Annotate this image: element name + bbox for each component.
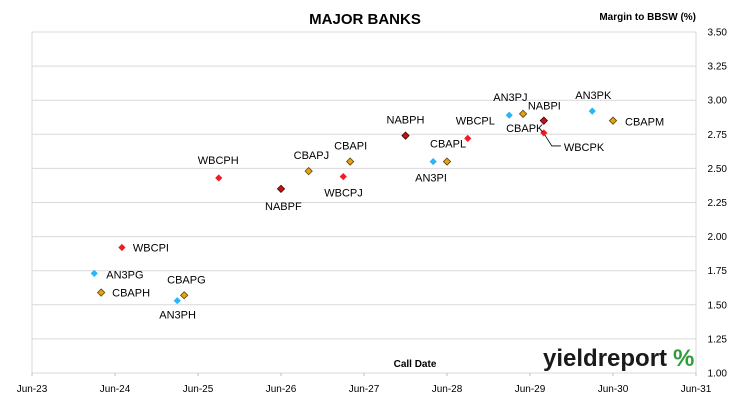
point-wbcpj bbox=[339, 172, 347, 181]
x-axis-ticks: Jun-23 Jun-24 Jun-25 Jun-26 Jun-27 Jun-28 Jun-… bbox=[17, 373, 712, 395]
point-an3pj bbox=[505, 111, 513, 119]
x-axis-label: Call Date bbox=[394, 359, 437, 370]
chart-title: MAJOR BANKS bbox=[309, 11, 421, 28]
data-points bbox=[90, 107, 618, 305]
point-label-cbaph: CBAPH bbox=[112, 288, 150, 300]
point-label-cbapj: CBAPJ bbox=[294, 150, 329, 162]
y-tick-label: 3.50 bbox=[708, 28, 728, 39]
y-axis-ticks: 1.00 1.25 1.50 1.75 2.00 2.25 2.50 2.75 3.00 3.25… bbox=[708, 28, 728, 380]
x-tick-label: Jun-31 bbox=[681, 384, 712, 395]
point-cbapm bbox=[608, 116, 618, 125]
point-cbapi bbox=[346, 157, 355, 166]
point-label-wbcph: WBCPH bbox=[198, 155, 239, 167]
point-wbcph bbox=[215, 174, 223, 182]
point-cbapg bbox=[180, 291, 189, 300]
point-label-cbapm: CBAPM bbox=[625, 117, 664, 129]
point-label-wbcpl: WBCPL bbox=[456, 115, 495, 127]
point-label-wbcpi: WBCPI bbox=[133, 243, 169, 255]
y-tick-label: 2.25 bbox=[708, 198, 728, 209]
x-tick-label: Jun-30 bbox=[598, 384, 629, 395]
logo-wordmark: yieldreport bbox=[543, 345, 667, 372]
yieldreport-logo: yieldreport % bbox=[543, 345, 694, 372]
x-tick-label: Jun-25 bbox=[183, 384, 214, 395]
point-an3pg bbox=[90, 269, 98, 278]
y-tick-label: 2.50 bbox=[708, 164, 728, 175]
point-an3pi bbox=[429, 157, 437, 166]
point-label-nabph: NABPH bbox=[387, 115, 425, 127]
point-wbcpk bbox=[540, 129, 548, 137]
point-label-nabpf: NABPF bbox=[265, 201, 302, 213]
y-tick-label: 1.75 bbox=[708, 266, 728, 277]
y-tick-label: 1.00 bbox=[708, 369, 728, 380]
logo-percent-symbol: % bbox=[673, 345, 694, 372]
y-tick-label: 1.50 bbox=[708, 300, 728, 311]
point-an3pk bbox=[588, 107, 596, 115]
y-tick-label: 2.00 bbox=[708, 232, 728, 243]
point-label-an3pi: AN3PI bbox=[415, 173, 447, 185]
point-cbapk bbox=[518, 109, 528, 119]
point-label-cbapi: CBAPI bbox=[334, 141, 367, 153]
x-tick-label: Jun-29 bbox=[515, 384, 546, 395]
y-tick-label: 1.25 bbox=[708, 334, 728, 345]
point-label-wbcpk: WBCPK bbox=[564, 142, 605, 154]
x-tick-label: Jun-28 bbox=[432, 384, 463, 395]
point-label-an3pg: AN3PG bbox=[106, 269, 143, 281]
x-tick-label: Jun-23 bbox=[17, 384, 48, 395]
point-nabpi bbox=[539, 116, 548, 125]
point-an3ph bbox=[173, 297, 181, 305]
point-label-an3pk: AN3PK bbox=[575, 90, 612, 102]
point-cbapj bbox=[304, 166, 313, 176]
point-label-cbapk: CBAPK bbox=[506, 123, 544, 135]
y-tick-label: 3.00 bbox=[708, 96, 728, 107]
y-tick-label: 3.25 bbox=[708, 62, 728, 73]
point-label-an3ph: AN3PH bbox=[159, 310, 196, 322]
point-nabph bbox=[401, 131, 410, 140]
point-label-cbapg: CBAPG bbox=[167, 274, 206, 286]
point-labels: AN3PG CBAPH WBCPI AN3PH CBAPG WBCPH NABPF CBAPJ… bbox=[106, 90, 664, 322]
point-label-nabpi: NABPI bbox=[528, 101, 561, 113]
point-label-cbapl: CBAPL bbox=[430, 139, 466, 151]
leader-line-wbcpk bbox=[544, 134, 561, 147]
point-label-wbcpj: WBCPJ bbox=[324, 188, 363, 200]
point-wbcpl bbox=[464, 134, 472, 142]
y-tick-label: 2.75 bbox=[708, 130, 728, 141]
point-wbcpi bbox=[118, 243, 126, 252]
y-axis-label: Margin to BBSW (%) bbox=[599, 12, 696, 23]
x-tick-label: Jun-27 bbox=[349, 384, 380, 395]
x-tick-label: Jun-24 bbox=[100, 384, 131, 395]
point-cbaph bbox=[97, 288, 106, 297]
point-label-an3pj: AN3PJ bbox=[493, 92, 527, 104]
label-leader-lines bbox=[544, 134, 561, 147]
x-tick-label: Jun-26 bbox=[266, 384, 297, 395]
point-cbapl bbox=[442, 157, 452, 166]
point-nabpf bbox=[276, 184, 286, 194]
